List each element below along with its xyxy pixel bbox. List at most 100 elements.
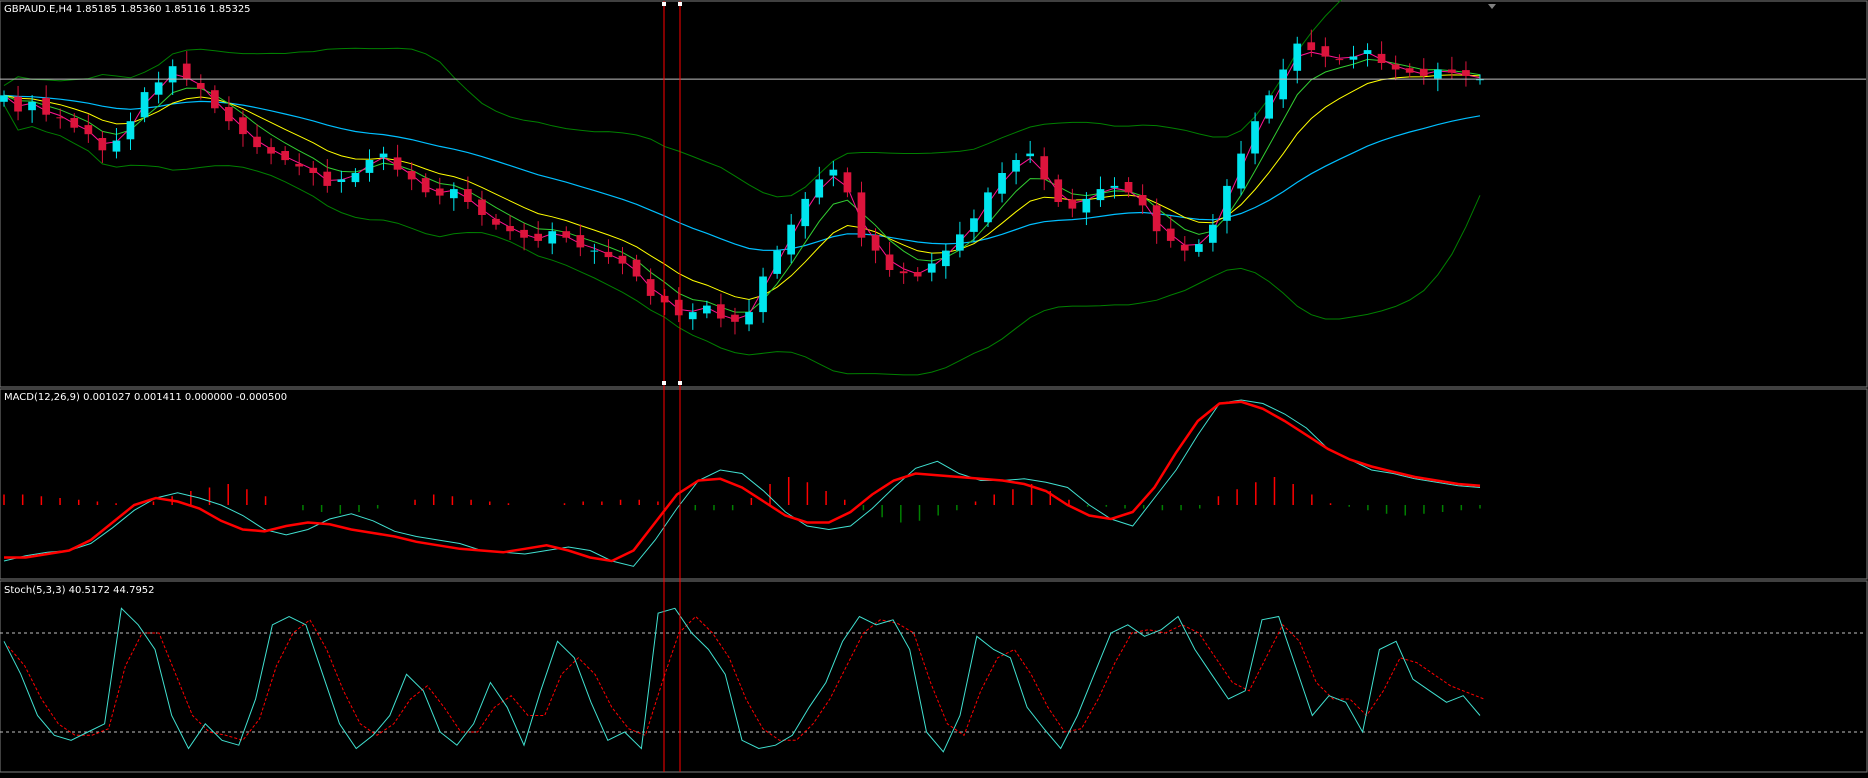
- candle-body: [899, 271, 908, 274]
- macd-signal-line: [4, 400, 1481, 563]
- candle-body: [435, 188, 444, 196]
- candle-body: [1237, 153, 1245, 189]
- candle-body: [154, 82, 163, 95]
- candle-body: [1476, 79, 1484, 81]
- candle-body: [450, 189, 458, 199]
- candle-body: [688, 312, 697, 320]
- candle-body: [421, 178, 430, 193]
- candle-body: [885, 254, 894, 270]
- candle-body: [801, 198, 810, 227]
- candle-body: [1419, 68, 1428, 76]
- candle-body: [871, 235, 880, 251]
- candle-body: [267, 147, 275, 154]
- candle-body: [0, 95, 8, 102]
- candle-body: [14, 96, 22, 112]
- price-panel-frame: [0, 0, 1868, 388]
- candle-body: [1166, 228, 1175, 241]
- candle-body: [295, 163, 303, 167]
- stoch-panel-frame: [0, 580, 1868, 773]
- candle-body: [773, 250, 781, 274]
- candle-body: [984, 192, 992, 223]
- candle-body: [1405, 68, 1414, 73]
- candle-body: [1026, 153, 1034, 157]
- candle-body: [1138, 195, 1147, 206]
- stochastic-panel[interactable]: [0, 607, 1866, 753]
- candle-body: [1448, 69, 1456, 73]
- candle-body: [534, 233, 542, 241]
- candle-body: [1335, 59, 1344, 61]
- candle-body: [56, 117, 65, 119]
- candle-body: [520, 229, 528, 238]
- candle-body: [182, 63, 191, 80]
- candle-body: [674, 299, 683, 316]
- macd-panel[interactable]: [3, 399, 1481, 567]
- candle-body: [1110, 185, 1119, 188]
- stoch-main-line: [3, 607, 1481, 753]
- candle-body: [1012, 160, 1020, 172]
- ma-slow-line: [3, 74, 1481, 301]
- macd-panel-frame: [0, 388, 1868, 580]
- candle-body: [618, 255, 627, 264]
- candle-body: [365, 160, 374, 173]
- candle-body: [942, 250, 950, 267]
- ma-long-line: [3, 94, 1481, 252]
- marker-handle: [662, 2, 666, 6]
- candle-body: [1223, 185, 1231, 221]
- candle-body: [253, 136, 261, 148]
- candle-body: [1321, 46, 1330, 57]
- candle-body: [1096, 189, 1105, 201]
- candle-body: [28, 101, 36, 111]
- candle-body: [379, 153, 388, 158]
- stoch-panel-title: Stoch(5,3,3) 40.5172 44.7952: [4, 585, 155, 596]
- candle-body: [1152, 205, 1161, 232]
- candle-body: [337, 179, 346, 182]
- price-panel[interactable]: [0, 0, 1866, 376]
- candle-body: [927, 263, 936, 273]
- candle-body: [632, 259, 641, 277]
- candle-body: [759, 276, 767, 313]
- candle-body: [717, 304, 725, 319]
- candle-body: [140, 92, 149, 118]
- candle-body: [998, 173, 1006, 194]
- candle-body: [604, 251, 613, 258]
- bollinger-lower-band: [3, 104, 1481, 376]
- candle-body: [1180, 244, 1189, 251]
- candle-body: [956, 234, 964, 251]
- candle-body: [1040, 156, 1049, 180]
- marker-handle: [678, 381, 682, 385]
- candle-body: [787, 224, 795, 255]
- stoch-signal-line: [7, 615, 1485, 741]
- candle-body: [815, 179, 824, 198]
- candle-body: [393, 157, 402, 170]
- candle-body: [70, 118, 79, 128]
- candle-body: [323, 171, 332, 186]
- candle-body: [98, 138, 107, 151]
- candle-body: [913, 272, 922, 277]
- candle-body: [703, 305, 711, 314]
- candle-body: [1265, 95, 1273, 119]
- candle-body: [1209, 224, 1217, 243]
- candle-body: [478, 199, 486, 215]
- candle-body: [309, 167, 318, 173]
- candle-body: [84, 125, 93, 135]
- candle-body: [1251, 121, 1259, 154]
- candle-body: [506, 226, 514, 232]
- candle-body: [548, 231, 557, 244]
- candle-body: [1391, 64, 1400, 70]
- candle-body: [1434, 69, 1442, 79]
- candle-body: [660, 295, 669, 303]
- candle-body: [590, 250, 599, 252]
- candle-body: [843, 172, 852, 193]
- candle-body: [1363, 50, 1372, 54]
- price-panel-title: GBPAUD.E,H4 1.85185 1.85360 1.85116 1.85…: [4, 4, 251, 15]
- vertical-markers[interactable]: [662, 1, 1496, 772]
- candle-body: [225, 107, 233, 122]
- candle-body: [1068, 199, 1077, 209]
- candle-body: [1195, 244, 1203, 252]
- candle-body: [1349, 56, 1358, 60]
- candle-body: [857, 192, 866, 238]
- candle-body: [970, 218, 978, 232]
- candle-body: [745, 312, 753, 325]
